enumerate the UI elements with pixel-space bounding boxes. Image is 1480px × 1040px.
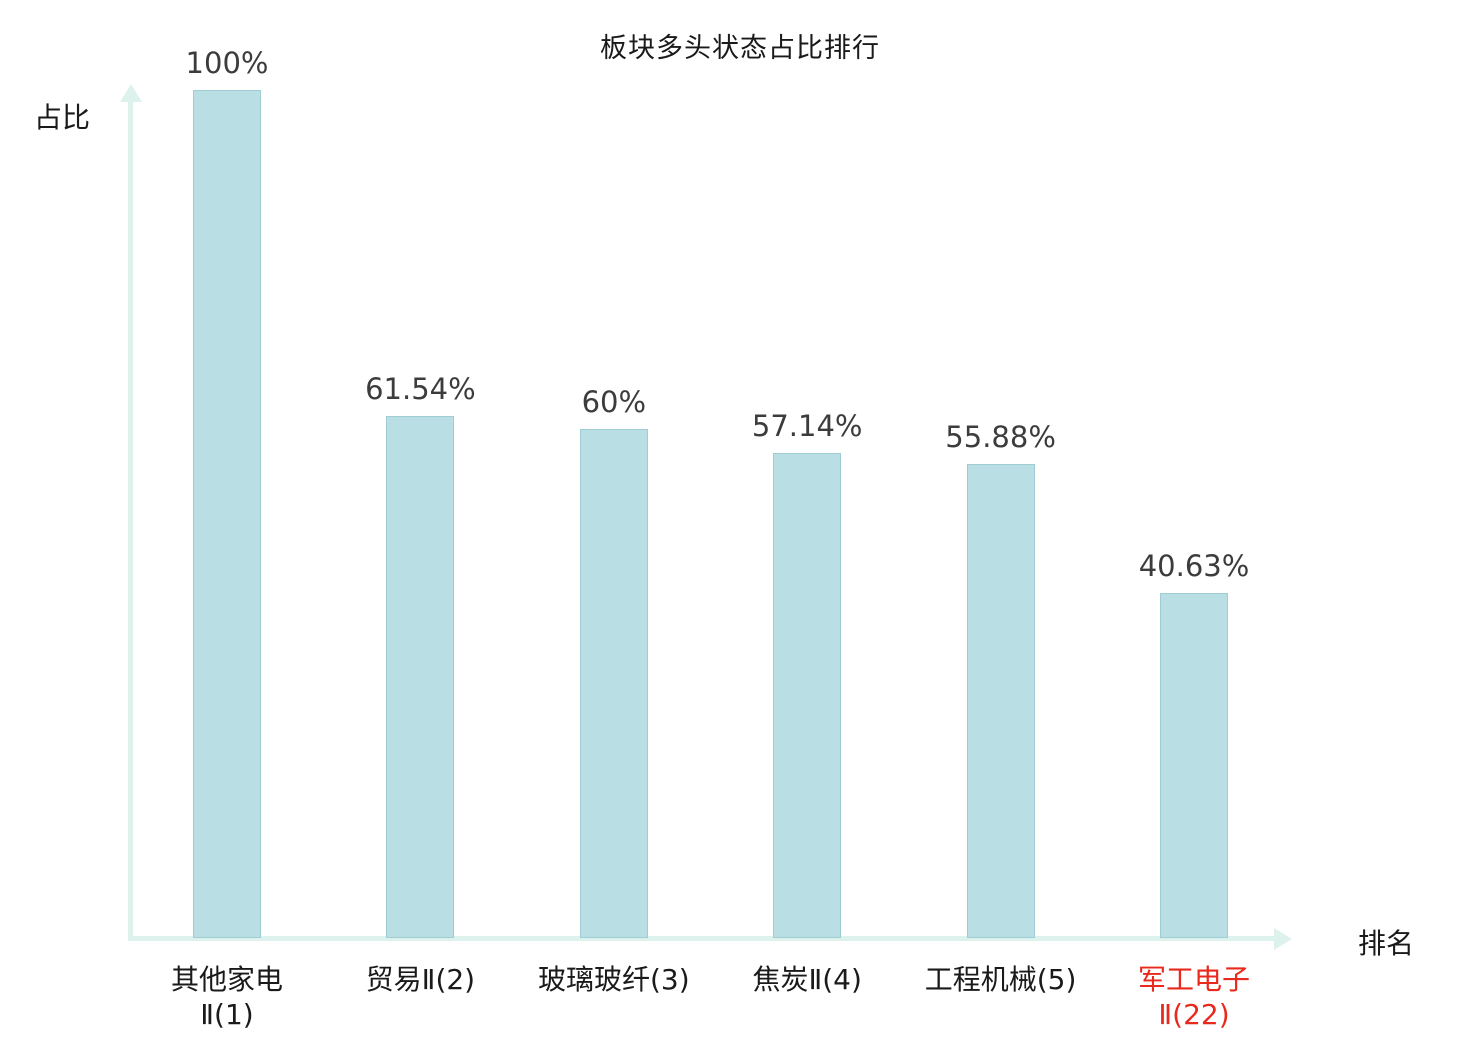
bar-value-label: 40.63% (1138, 549, 1250, 583)
y-axis-label: 占比 (34, 101, 91, 134)
y-axis-line (128, 100, 133, 940)
y-axis-arrow-icon (119, 84, 142, 102)
bar-value-label: 60% (581, 385, 647, 419)
x-axis-label: 排名 (1358, 927, 1415, 960)
bar-4 (773, 453, 842, 938)
bar-1 (193, 90, 261, 938)
bar-2 (386, 416, 455, 938)
bar-5 (966, 464, 1035, 938)
category-label: 贸易Ⅱ(2) (365, 963, 476, 996)
category-label: 焦炭Ⅱ(4) (752, 963, 862, 996)
bar-3 (579, 429, 648, 938)
chart-title: 板块多头状态占比排行 (600, 33, 880, 64)
category-label: 军工电子 Ⅱ(22) (1137, 963, 1251, 1031)
category-label: 工程机械(5) (924, 963, 1077, 996)
x-axis-line (128, 936, 1278, 941)
bar-value-label: 61.54% (365, 372, 476, 406)
bar-value-label: 57.14% (751, 409, 863, 443)
bar-value-label: 100% (185, 46, 269, 80)
category-label: 玻璃玻纤(3) (537, 963, 690, 996)
category-label: 其他家电 Ⅱ(1) (170, 963, 284, 1031)
x-axis-arrow-icon (1274, 927, 1292, 950)
bar-6 (1160, 593, 1228, 938)
bar-value-label: 55.88% (945, 420, 1056, 454)
